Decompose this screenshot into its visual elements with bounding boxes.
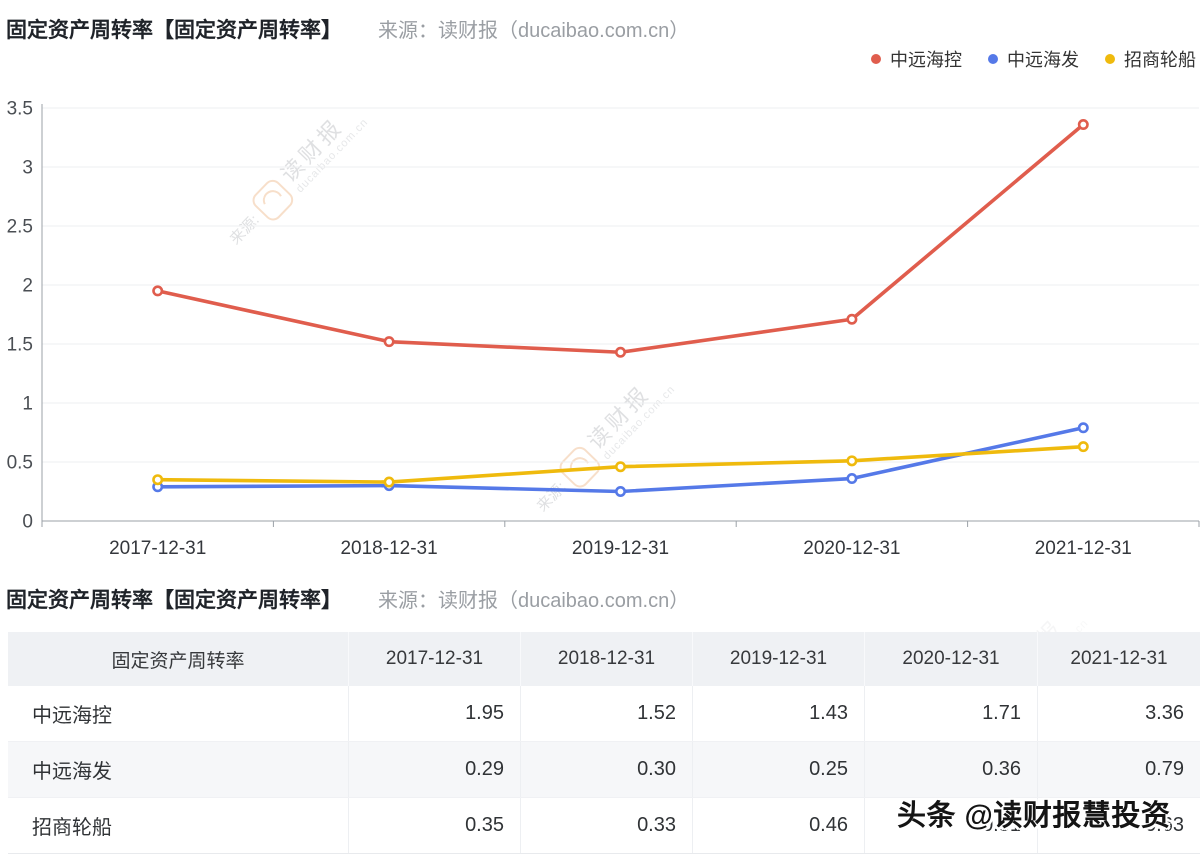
data-point-招商轮船 xyxy=(1077,441,1089,453)
table-row: 中远海发 0.29 0.30 0.25 0.36 0.79 xyxy=(8,742,1200,798)
series-line-中远海控 xyxy=(155,122,1086,355)
table-row: 招商轮船 0.35 0.33 0.46 0.51 0.63 xyxy=(8,798,1200,854)
value-cell: 1.43 xyxy=(692,686,864,741)
chart-section: 固定资产周转率【固定资产周转率】 来源：读财报（ducaibao.com.cn）… xyxy=(0,0,1200,572)
value-cell: 3.36 xyxy=(1037,686,1200,741)
x-axis-tick-label: 2017-12-31 xyxy=(109,538,206,559)
value-cell: 0.36 xyxy=(864,742,1037,797)
data-point-中远海控 xyxy=(383,336,395,348)
data-point-中远海控 xyxy=(614,346,626,358)
legend-dot-icon xyxy=(1105,54,1115,64)
legend-label: 招商轮船 xyxy=(1124,50,1196,70)
chart-header: 固定资产周转率【固定资产周转率】 来源：读财报（ducaibao.com.cn） xyxy=(6,14,689,44)
legend-item-招商轮船[interactable]: 招商轮船 xyxy=(1105,46,1196,72)
legend-dot-icon xyxy=(871,54,881,64)
data-point-招商轮船 xyxy=(614,461,626,473)
data-point-招商轮船 xyxy=(846,455,858,467)
y-axis-tick-label: 2 xyxy=(22,276,33,297)
x-axis-tick-label: 2020-12-31 xyxy=(803,538,900,559)
y-axis-tick-label: 1 xyxy=(22,394,33,415)
table-header-cell: 2018-12-31 xyxy=(520,632,692,686)
data-point-招商轮船 xyxy=(383,476,395,488)
value-cell: 0.30 xyxy=(520,742,692,797)
value-cell: 0.63 xyxy=(1037,798,1200,853)
row-label-cell: 招商轮船 xyxy=(8,798,348,853)
data-point-中远海控 xyxy=(846,313,858,325)
value-cell: 1.71 xyxy=(864,686,1037,741)
table-header-cell: 2020-12-31 xyxy=(864,632,1037,686)
value-cell: 0.25 xyxy=(692,742,864,797)
table-header-cell: 2019-12-31 xyxy=(692,632,864,686)
data-point-招商轮船 xyxy=(152,474,164,486)
y-axis-tick-label: 3 xyxy=(22,158,33,179)
value-cell: 0.46 xyxy=(692,798,864,853)
table-header-cell: 2021-12-31 xyxy=(1037,632,1200,686)
table-section: 固定资产周转率【固定资产周转率】 来源：读财报（ducaibao.com.cn）… xyxy=(0,572,1200,854)
source-label: 来源：读财报（ducaibao.com.cn） xyxy=(378,590,690,612)
value-cell: 1.95 xyxy=(348,686,520,741)
value-cell: 0.51 xyxy=(864,798,1037,853)
y-axis-tick-label: 0 xyxy=(22,512,33,533)
value-cell: 1.52 xyxy=(520,686,692,741)
table-header-cell: 2017-12-31 xyxy=(348,632,520,686)
legend-item-中远海控[interactable]: 中远海控 xyxy=(871,46,962,72)
data-point-中远海控 xyxy=(1077,119,1089,131)
value-cell: 0.33 xyxy=(520,798,692,853)
legend-label: 中远海发 xyxy=(1007,50,1079,70)
y-axis-tick-label: 3.5 xyxy=(7,99,33,120)
x-axis-tick-label: 2021-12-31 xyxy=(1035,538,1132,559)
data-point-中远海发 xyxy=(1077,422,1089,434)
table-title: 固定资产周转率【固定资产周转率】 xyxy=(6,589,342,612)
x-axis-tick-label: 2019-12-31 xyxy=(572,538,669,559)
y-axis-tick-label: 0.5 xyxy=(7,453,33,474)
table-header-cell: 固定资产周转率 xyxy=(8,632,348,686)
table-header-row: 固定资产周转率 2017-12-31 2018-12-31 2019-12-31 202… xyxy=(8,632,1200,686)
row-label-cell: 中远海控 xyxy=(8,686,348,741)
legend-dot-icon xyxy=(988,54,998,64)
chart-legend: 中远海控 中远海发 招商轮船 xyxy=(871,46,1196,72)
value-cell: 0.79 xyxy=(1037,742,1200,797)
table-header-bar: 固定资产周转率【固定资产周转率】 来源：读财报（ducaibao.com.cn） xyxy=(6,584,689,614)
row-label-cell: 中远海发 xyxy=(8,742,348,797)
data-table: 固定资产周转率 2017-12-31 2018-12-31 2019-12-31 202… xyxy=(8,632,1200,854)
legend-label: 中远海控 xyxy=(890,50,962,70)
source-label: 来源：读财报（ducaibao.com.cn） xyxy=(378,20,690,42)
x-axis-tick-label: 2018-12-31 xyxy=(340,538,437,559)
data-point-中远海控 xyxy=(152,285,164,297)
legend-item-中远海发[interactable]: 中远海发 xyxy=(988,46,1079,72)
y-axis-tick-label: 2.5 xyxy=(7,217,33,238)
page-title: 固定资产周转率【固定资产周转率】 xyxy=(6,19,342,42)
data-point-中远海发 xyxy=(614,485,626,497)
table-row: 中远海控 1.95 1.52 1.43 1.71 3.36 xyxy=(8,686,1200,742)
data-point-中远海发 xyxy=(846,473,858,485)
value-cell: 0.35 xyxy=(348,798,520,853)
y-axis-tick-label: 1.5 xyxy=(7,335,33,356)
line-chart-canvas: 0 0.5 1 1.5 2 2.5 3 3.5 2017-12-31 2018-12-31 2019… xyxy=(7,99,1200,559)
value-cell: 0.29 xyxy=(348,742,520,797)
